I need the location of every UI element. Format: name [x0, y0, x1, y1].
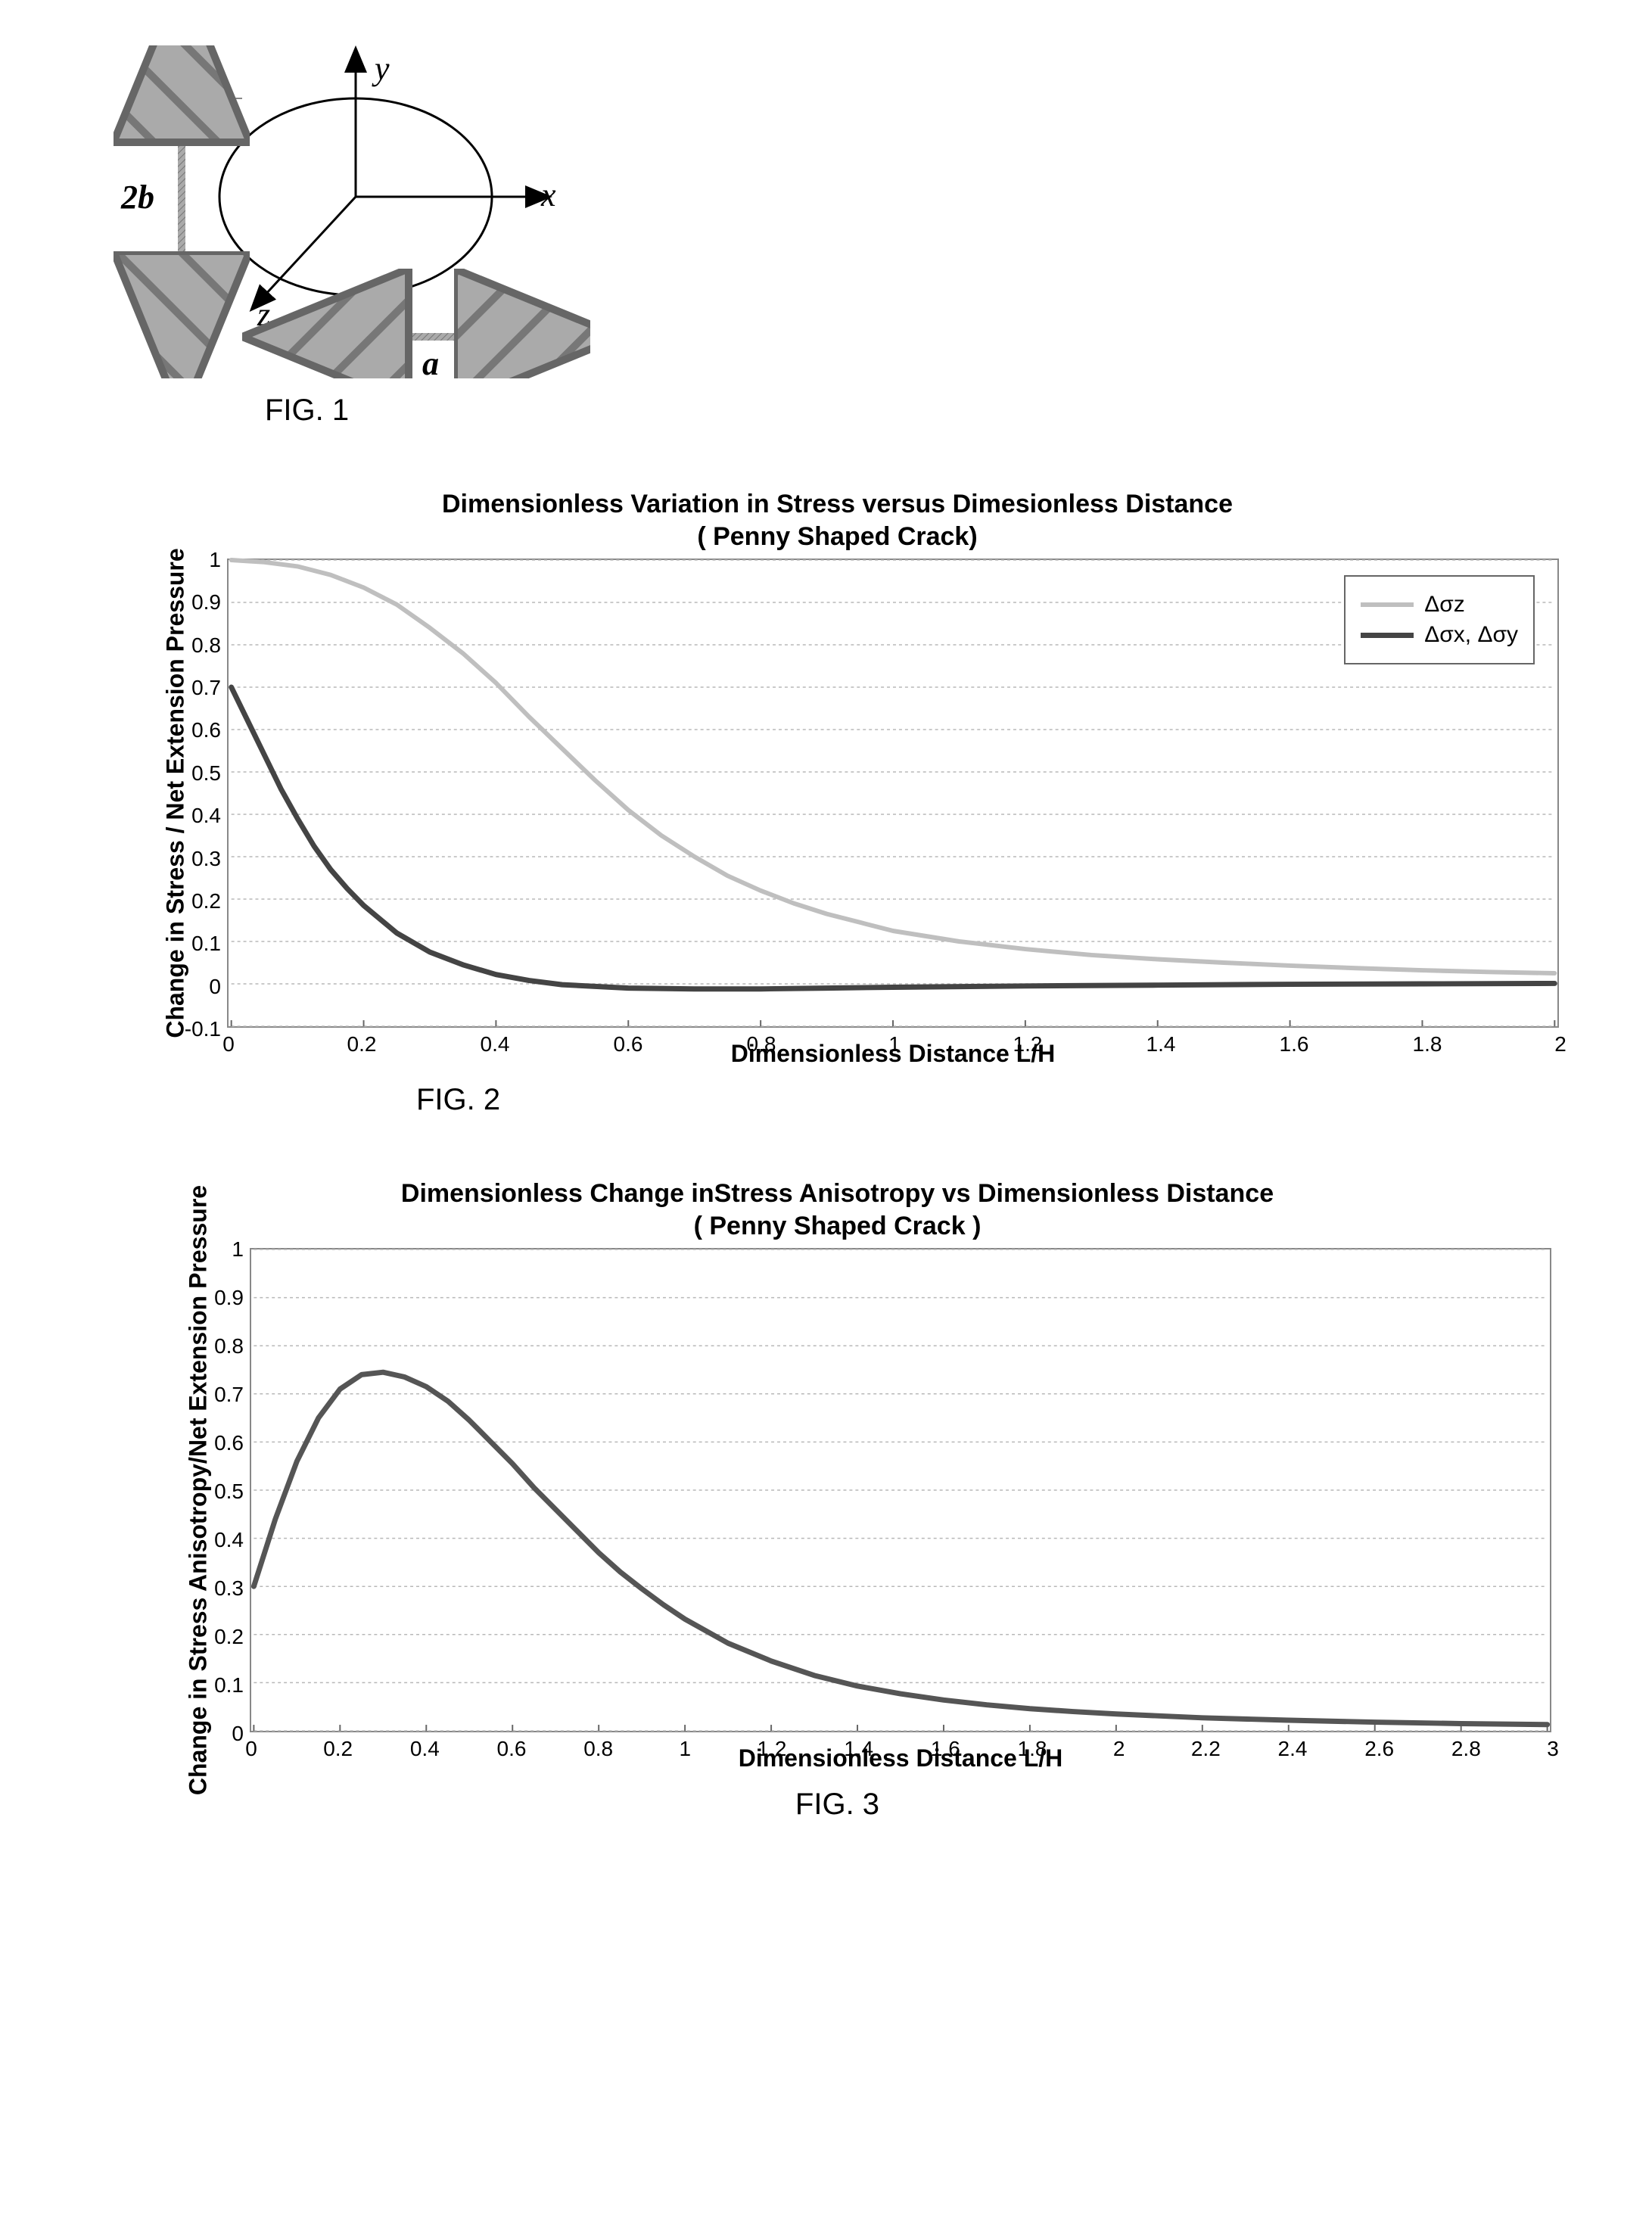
ytick-label: 0.6 — [191, 718, 221, 742]
ytick-label: 1 — [209, 548, 221, 572]
xtick-label: 1.6 — [1280, 1032, 1309, 1056]
fig2-title-line1: Dimensionless Variation in Stress versus… — [442, 490, 1233, 518]
xtick-label: 1.8 — [1413, 1032, 1442, 1056]
fig3-title-line1: Dimensionless Change inStress Anisotropy… — [401, 1179, 1274, 1208]
ytick-label: 1 — [232, 1237, 244, 1262]
fig3-plot-area: Change in Stress Anisotropy/Net Extensio… — [250, 1248, 1551, 1732]
series-anisotropy — [254, 1372, 1547, 1725]
ytick-label: 0.5 — [191, 761, 221, 786]
xtick-label: 1.2 — [1013, 1032, 1043, 1056]
xtick-label: 1 — [680, 1737, 692, 1761]
xtick-label: 2.6 — [1364, 1737, 1394, 1761]
ytick-label: 0.4 — [191, 804, 221, 828]
fig3-ylabel: Change in Stress Anisotropy/Net Extensio… — [185, 1185, 213, 1795]
fig1-x-label: x — [540, 176, 556, 213]
fig1-y-label: y — [372, 50, 390, 87]
xtick-label: 0.2 — [347, 1032, 377, 1056]
fig3-xlabel: Dimensionless Distance L/H — [250, 1744, 1551, 1772]
xtick-label: 2.8 — [1451, 1737, 1481, 1761]
legend-item: Δσx, Δσy — [1361, 622, 1518, 648]
legend-label: Δσx, Δσy — [1424, 622, 1518, 648]
ytick-label: 0.3 — [191, 847, 221, 871]
legend-item: Δσz — [1361, 592, 1518, 618]
xtick-label: 2 — [1113, 1737, 1125, 1761]
ytick-label: 0.3 — [214, 1576, 244, 1601]
fig2-legend: Δσz Δσx, Δσy — [1344, 575, 1535, 664]
figure-1: y x z 2b a FIG. 1 — [106, 45, 636, 428]
xtick-label: 2.4 — [1278, 1737, 1308, 1761]
xtick-label: 1.6 — [931, 1737, 960, 1761]
fig2-title-line2: ( Penny Shaped Crack) — [697, 522, 977, 551]
xtick-label: 0.6 — [614, 1032, 643, 1056]
xtick-label: 0.8 — [583, 1737, 613, 1761]
xtick-label: 0.8 — [747, 1032, 776, 1056]
fig2-title: Dimensionless Variation in Stress versus… — [98, 488, 1576, 552]
fig2-plot-area: Change in Stress / Net Extension Pressur… — [227, 559, 1559, 1028]
xtick-label: 0 — [222, 1032, 235, 1056]
xtick-label: 0.6 — [497, 1737, 527, 1761]
fig1-2b-label: 2b — [120, 179, 154, 216]
figure-3: Dimensionless Change inStress Anisotropy… — [98, 1178, 1576, 1822]
series-dsigma_xy — [232, 687, 1555, 989]
ytick-label: 0.7 — [214, 1383, 244, 1407]
fig3-title-line2: ( Penny Shaped Crack ) — [694, 1212, 982, 1240]
xtick-label: 1.4 — [1146, 1032, 1176, 1056]
xtick-label: 0.4 — [410, 1737, 440, 1761]
fig2-ylabel: Change in Stress / Net Extension Pressur… — [162, 548, 190, 1038]
fig1-z-axis — [265, 197, 356, 295]
fig3-svg — [251, 1249, 1550, 1731]
fig1-a-label: a — [422, 345, 439, 378]
ytick-label: 0 — [232, 1722, 244, 1746]
ytick-label: 0.1 — [214, 1673, 244, 1698]
xtick-label: 2 — [1554, 1032, 1566, 1056]
ytick-label: 0.1 — [191, 932, 221, 956]
xtick-label: 1 — [888, 1032, 901, 1056]
fig1-diagram: y x z 2b a — [106, 45, 590, 378]
xtick-label: 1.8 — [1018, 1737, 1047, 1761]
ytick-label: -0.1 — [185, 1017, 221, 1041]
xtick-label: 0 — [245, 1737, 257, 1761]
fig3-title: Dimensionless Change inStress Anisotropy… — [98, 1178, 1576, 1242]
fig1-caption: FIG. 1 — [265, 394, 636, 428]
ytick-label: 0.4 — [214, 1528, 244, 1552]
figure-2: Dimensionless Variation in Stress versus… — [98, 488, 1576, 1117]
xtick-label: 1.4 — [844, 1737, 873, 1761]
legend-label: Δσz — [1424, 592, 1465, 618]
ytick-label: 0 — [209, 975, 221, 999]
ytick-label: 0.7 — [191, 676, 221, 700]
ytick-label: 0.5 — [214, 1480, 244, 1504]
ytick-label: 0.6 — [214, 1431, 244, 1455]
fig3-caption: FIG. 3 — [98, 1788, 1576, 1822]
ytick-label: 0.9 — [191, 590, 221, 615]
fig2-caption: FIG. 2 — [416, 1083, 1576, 1117]
legend-swatch — [1361, 602, 1414, 607]
fig1-z-label: z — [257, 296, 270, 333]
xtick-label: 0.4 — [481, 1032, 510, 1056]
xtick-label: 3 — [1547, 1737, 1559, 1761]
xtick-label: 2.2 — [1191, 1737, 1221, 1761]
xtick-label: 0.2 — [323, 1737, 353, 1761]
ytick-label: 0.9 — [214, 1286, 244, 1310]
ytick-label: 0.2 — [191, 889, 221, 913]
ytick-label: 0.8 — [214, 1334, 244, 1358]
ytick-label: 0.2 — [214, 1625, 244, 1649]
ytick-label: 0.8 — [191, 633, 221, 658]
xtick-label: 1.2 — [758, 1737, 787, 1761]
legend-swatch — [1361, 633, 1414, 638]
